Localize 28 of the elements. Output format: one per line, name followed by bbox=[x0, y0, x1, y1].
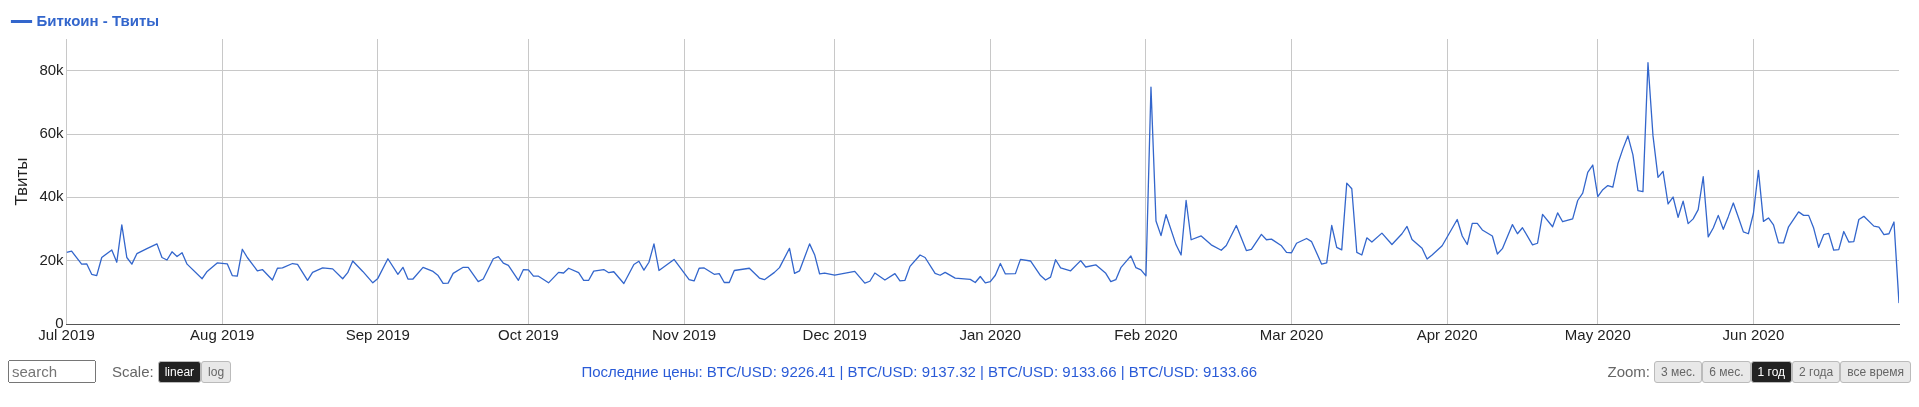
y-tick-label: 80k bbox=[39, 60, 65, 78]
x-tick-label: Mar 2020 bbox=[1259, 326, 1324, 344]
x-tick-label: Oct 2019 bbox=[498, 326, 559, 344]
x-tick-label: Sep 2019 bbox=[345, 326, 410, 344]
text: все время bbox=[1840, 360, 1911, 383]
x-tick-label: Apr 2020 bbox=[1416, 326, 1478, 344]
text: log bbox=[201, 360, 232, 383]
legend-label: Биткоин - Твиты bbox=[36, 11, 160, 29]
text: 1 год bbox=[1750, 360, 1793, 383]
x-tick-label: Nov 2019 bbox=[651, 326, 717, 344]
x-tick-label: Dec 2019 bbox=[802, 326, 867, 344]
text: linear bbox=[157, 360, 202, 383]
y-tick-label: 40k bbox=[39, 187, 65, 205]
text: 3 мес. bbox=[1653, 360, 1703, 383]
x-tick-label: Aug 2019 bbox=[190, 326, 255, 344]
x-tick-label: May 2020 bbox=[1564, 326, 1631, 344]
text: Последние цены: BTC/USD: 9226.41 | BTC/USD: 9137.32 | BTC/USD: 9133.66 | BTC/USD: 9133.66 bbox=[580, 363, 1259, 380]
x-tick-label: Feb 2020 bbox=[1114, 326, 1178, 344]
x-tick-label: Jan 2020 bbox=[959, 326, 1022, 344]
y-tick-label: 60k bbox=[39, 124, 65, 142]
text: Scale: bbox=[112, 363, 154, 380]
x-tick-label: Jun 2020 bbox=[1722, 326, 1785, 344]
text: 2 года bbox=[1792, 360, 1841, 383]
text: 6 мес. bbox=[1702, 360, 1751, 383]
y-axis-title: Твиты bbox=[11, 157, 31, 206]
text: search bbox=[8, 360, 96, 383]
text: Zoom: bbox=[1607, 363, 1650, 380]
y-tick-label: 20k bbox=[39, 250, 65, 268]
